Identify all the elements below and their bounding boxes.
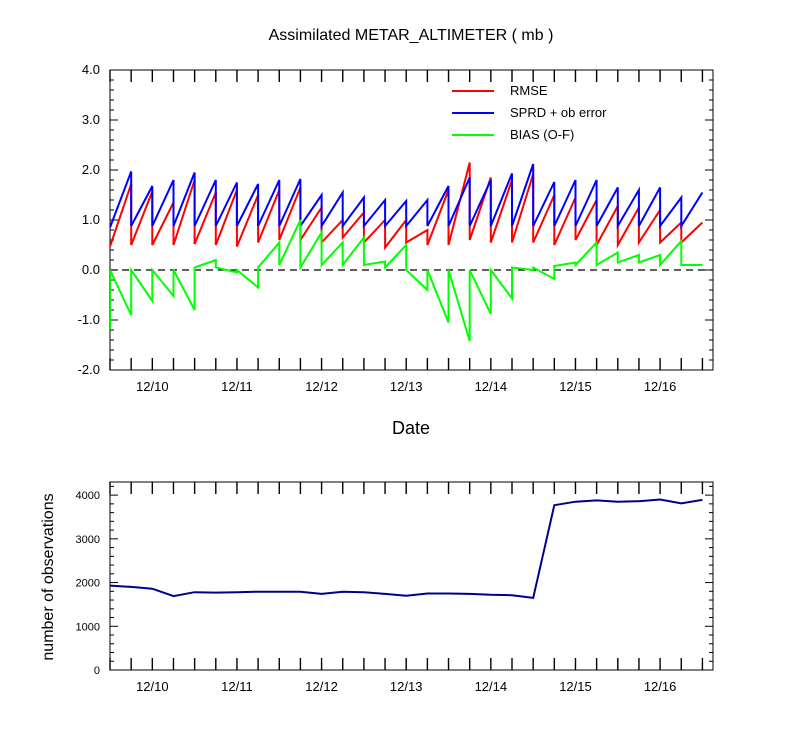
x-tick-label: 12/10	[136, 379, 169, 394]
x-tick-label: 12/14	[475, 679, 508, 694]
series-line-1	[110, 498, 703, 600]
x-tick-label: 12/13	[390, 679, 423, 694]
x-tick-label: 12/12	[305, 679, 338, 694]
y-tick-label: 4.0	[82, 62, 100, 77]
x-axis-label: Date	[392, 418, 430, 438]
legend-entry: BIAS (O-F)	[510, 127, 574, 142]
x-tick-label: 12/15	[559, 679, 592, 694]
y-tick-label: 4000	[76, 490, 100, 502]
y-tick-label: 0	[94, 665, 100, 677]
x-tick-label: 12/10	[136, 679, 169, 694]
chart-title: Assimilated METAR_ALTIMETER ( mb )	[269, 27, 554, 44]
legend-entry: SPRD + ob error	[510, 105, 607, 120]
series-line-2	[110, 163, 704, 230]
x-tick-label: 12/11	[221, 679, 253, 694]
top-panel: 12/10 12/11 12/12 12/13 12/14 12/15 12/16 -2.0 -…	[78, 62, 714, 394]
series-line-3	[110, 219, 703, 342]
y-tick-label: -2.0	[78, 362, 100, 377]
bottom-panel: 12/10 12/11 12/12 12/13 12/14 12/15 12/16 0 1000…	[76, 481, 714, 694]
x-tick-label: 12/11	[221, 379, 253, 394]
y-tick-label: 2000	[76, 578, 100, 590]
x-tick-label: 12/14	[475, 379, 508, 394]
x-tick-label: 12/15	[559, 379, 592, 394]
y-tick-label: 0.0	[82, 262, 100, 277]
y-axis-label-observations: number of observations	[40, 493, 57, 660]
y-tick-label: 3000	[76, 534, 100, 546]
legend-entry: RMSE	[510, 83, 548, 98]
x-tick-label: 12/12	[305, 379, 338, 394]
y-tick-label: 1000	[76, 621, 100, 633]
x-tick-label: 12/13	[390, 379, 423, 394]
y-tick-label: 1.0	[82, 212, 100, 227]
x-tick-label: 12/16	[644, 379, 677, 394]
y-tick-label: 2.0	[82, 162, 100, 177]
y-tick-label: -1.0	[78, 312, 100, 327]
x-tick-label: 12/16	[644, 679, 677, 694]
y-tick-label: 3.0	[82, 112, 100, 127]
plot-frame	[109, 481, 714, 671]
